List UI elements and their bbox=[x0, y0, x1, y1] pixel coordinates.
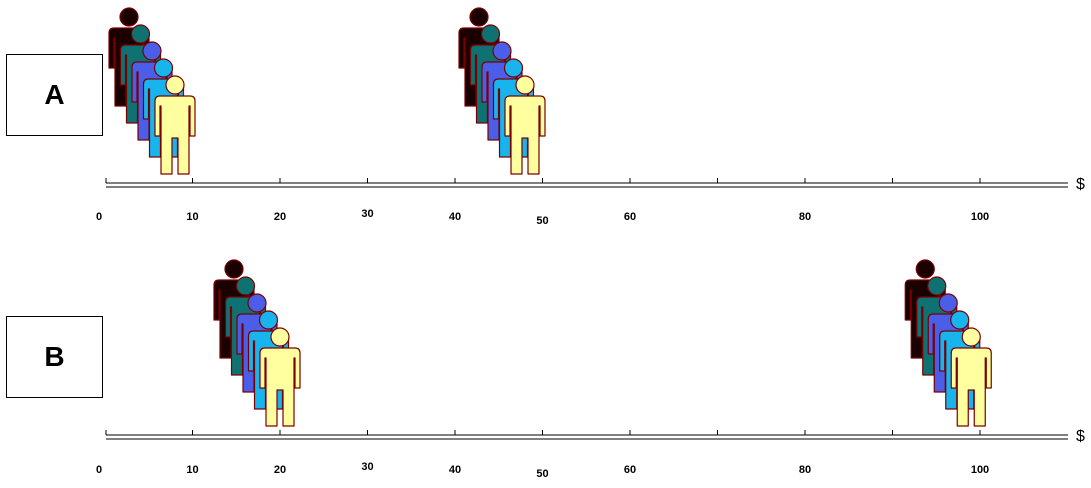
panel-b-label: B bbox=[44, 341, 65, 372]
panel-a-person-group bbox=[458, 7, 546, 175]
panel-a-tick-label: 80 bbox=[798, 211, 812, 223]
panel-b-currency-symbol: $ bbox=[1076, 428, 1085, 445]
panel-b-tick-label: 30 bbox=[361, 461, 374, 473]
panel-b-tick-label: 20 bbox=[273, 464, 287, 476]
panel-b-tick-label: 0 bbox=[95, 464, 103, 476]
panel-a-currency-symbol: $ bbox=[1076, 176, 1085, 193]
panel-a-label-box: A bbox=[6, 54, 103, 136]
panel-a-tick-label: 30 bbox=[361, 208, 374, 220]
person-icon bbox=[950, 327, 992, 427]
panel-a-person-group bbox=[108, 7, 196, 175]
panel-b-person-group bbox=[213, 259, 301, 427]
person-icon bbox=[154, 75, 196, 175]
panel-b-tick-label: 50 bbox=[536, 468, 549, 480]
panel-b-tick-label: 10 bbox=[186, 464, 199, 476]
panel-b-label-box: B bbox=[6, 316, 103, 398]
panel-a-tick-label: 40 bbox=[448, 211, 462, 223]
panel-a-tick-label: 100 bbox=[970, 211, 990, 223]
panel-b-tick-label: 40 bbox=[448, 464, 462, 476]
panel-a-tick-label: 60 bbox=[623, 211, 637, 223]
panel-a-label: A bbox=[44, 79, 65, 110]
person-icon bbox=[504, 75, 546, 175]
person-icon bbox=[259, 327, 301, 427]
panel-a-tick-label: 20 bbox=[273, 211, 287, 223]
panel-a-tick-label: 0 bbox=[95, 211, 103, 223]
panel-a-tick-label: 10 bbox=[186, 211, 199, 223]
panel-b-tick-label: 60 bbox=[623, 464, 637, 476]
panel-b-person-group bbox=[904, 259, 992, 427]
panel-b-tick-label: 80 bbox=[798, 464, 812, 476]
panel-a-tick-label: 50 bbox=[536, 215, 549, 227]
panel-b-tick-label: 100 bbox=[970, 464, 990, 476]
